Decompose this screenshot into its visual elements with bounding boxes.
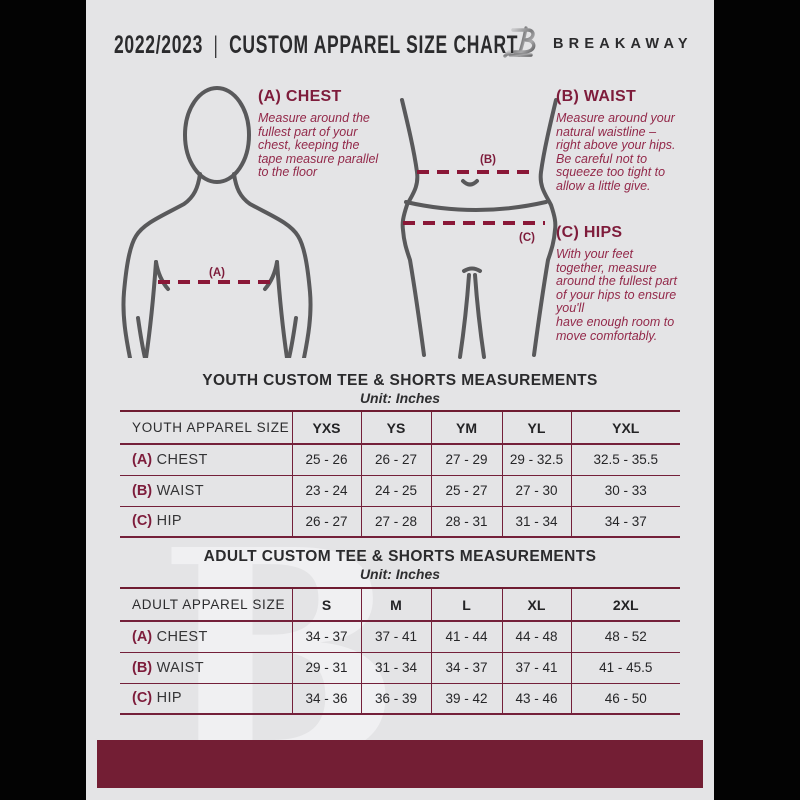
row-label-text: CHEST	[156, 628, 208, 645]
row-prefix: (C)	[132, 513, 153, 530]
cell-value: 46 - 50	[604, 690, 647, 706]
hips-heading: (C) HIPS	[556, 224, 623, 241]
cell-value: 39 - 42	[431, 683, 503, 714]
cell-value: 44 - 48	[502, 621, 572, 652]
youth-chest-row: (A) CHEST 25 - 26 26 - 27 27 - 29 29 - 3…	[120, 444, 680, 475]
marker-a-label: (A)	[209, 267, 225, 279]
adult-chest-row: (A) CHEST 34 - 37 37 - 41 41 - 44 44 - 4…	[120, 621, 680, 652]
row-label: (B) WAIST	[120, 652, 293, 683]
cell-value: 43 - 46	[502, 683, 572, 714]
col-header-yxs: YXS	[292, 411, 362, 444]
brand-name: BREAKAWAY	[553, 36, 693, 52]
cell-value: 32.5 - 35.5	[593, 452, 659, 468]
col-header-yl: YL	[502, 411, 572, 444]
left-black-bar	[0, 0, 86, 800]
row-label: (B) WAIST	[120, 475, 293, 506]
cell-value: 24 - 25	[361, 475, 432, 506]
col-header-s: S	[292, 588, 362, 621]
row-label: (C) HIP	[120, 683, 293, 714]
row-prefix: (C)	[132, 690, 153, 707]
row-label-text: HIP	[156, 690, 182, 707]
adult-size-table: ADULT APPAREL SIZE S M L XL 2XL (A) CHES…	[120, 587, 680, 715]
adult-header-row: ADULT APPAREL SIZE S M L XL 2XL	[120, 588, 680, 621]
row-prefix: (B)	[132, 482, 153, 499]
cell-value: 41 - 44	[431, 621, 503, 652]
cell-value: 28 - 31	[431, 506, 503, 537]
youth-unit-label: Unit: Inches	[359, 390, 441, 406]
page-title: 2022/2023 | CUSTOM APPAREL SIZE CHART	[114, 31, 518, 60]
adult-waist-row: (B) WAIST 29 - 31 31 - 34 34 - 37 37 - 4…	[120, 652, 680, 683]
adult-section-title: ADULT CUSTOM TEE & SHORTS MEASUREMENTS	[203, 548, 597, 565]
cell-value: 36 - 39	[361, 683, 432, 714]
youth-section-title: YOUTH CUSTOM TEE & SHORTS MEASUREMENTS	[202, 372, 598, 389]
adult-unit-label: Unit: Inches	[359, 566, 441, 582]
cell-value: 30 - 33	[604, 483, 647, 498]
marker-b-label: (B)	[480, 154, 496, 166]
row-label: (C) HIP	[120, 506, 293, 537]
cell-value: 25 - 26	[292, 444, 362, 475]
cell-value: 25 - 27	[431, 475, 503, 506]
cell-value: 34 - 36	[292, 683, 362, 714]
cell-value: 23 - 24	[292, 475, 362, 506]
row-prefix: (B)	[132, 659, 153, 676]
row-label: (A) CHEST	[120, 621, 293, 652]
cell-value: 37 - 41	[502, 652, 572, 683]
cell-value: 27 - 28	[361, 506, 432, 537]
youth-hip-row: (C) HIP 26 - 27 27 - 28 28 - 31 31 - 34 …	[120, 506, 680, 537]
cell-value: 34 - 37	[604, 513, 647, 529]
hips-instructions: With your feet together, measure around …	[556, 247, 677, 343]
youth-waist-row: (B) WAIST 23 - 24 24 - 25 25 - 27 27 - 3…	[120, 475, 680, 506]
youth-size-table: YOUTH APPAREL SIZE YXS YS YM YL YXL (A) …	[120, 410, 680, 538]
cell-value: 31 - 34	[502, 506, 572, 537]
adult-hip-row: (C) HIP 34 - 36 36 - 39 39 - 42 43 - 46 …	[120, 683, 680, 714]
row-label-text: CHEST	[156, 451, 208, 468]
cell-value: 26 - 27	[292, 506, 362, 537]
col-header-m: M	[361, 588, 432, 621]
waist-heading: (B) WAIST	[556, 88, 637, 105]
col-header-xl: XL	[502, 588, 572, 621]
chest-figure-illustration: (A)	[121, 86, 313, 358]
waist-instructions: Measure around your natural waistline – …	[556, 111, 676, 193]
col-header-ym: YM	[431, 411, 503, 444]
row-label: (A) CHEST	[120, 444, 293, 475]
cell-value: 34 - 37	[292, 621, 362, 652]
adult-size-col-header: ADULT APPAREL SIZE	[120, 588, 293, 621]
right-black-bar	[714, 0, 800, 800]
row-prefix: (A)	[132, 628, 153, 645]
cell-value: 29 - 31	[292, 652, 362, 683]
chest-instructions: Measure around the fullest part of your …	[258, 111, 379, 180]
row-label-text: HIP	[156, 513, 182, 530]
row-label-text: WAIST	[156, 482, 204, 499]
youth-size-col-header: YOUTH APPAREL SIZE	[120, 411, 293, 444]
cell-value: 37 - 41	[361, 621, 432, 652]
footer-accent-bar	[97, 740, 703, 788]
cell-value: 29 - 32.5	[502, 444, 572, 475]
cell-value: 48 - 52	[604, 629, 647, 645]
title-text: CUSTOM APPAREL SIZE CHART	[229, 31, 519, 59]
row-label-text: WAIST	[156, 659, 204, 676]
col-header-l: L	[431, 588, 503, 621]
title-year: 2022/2023	[114, 31, 204, 59]
cell-value: 27 - 29	[431, 444, 503, 475]
col-header-ys: YS	[361, 411, 432, 444]
col-header-yxl: YXL	[612, 419, 640, 436]
title-separator: |	[213, 31, 219, 59]
cell-value: 41 - 45.5	[599, 660, 653, 675]
cell-value: 34 - 37	[431, 652, 503, 683]
marker-c-label: (C)	[519, 232, 535, 244]
breakaway-b-logo-icon	[501, 25, 539, 66]
cell-value: 31 - 34	[361, 652, 432, 683]
waist-hips-figure-illustration: (B) (C)	[400, 98, 558, 359]
youth-header-row: YOUTH APPAREL SIZE YXS YS YM YL YXL	[120, 411, 680, 444]
row-prefix: (A)	[132, 451, 153, 468]
cell-value: 27 - 30	[502, 475, 572, 506]
chest-heading: (A) CHEST	[258, 88, 342, 105]
col-header-2xl: 2XL	[612, 596, 639, 613]
cell-value: 26 - 27	[361, 444, 432, 475]
